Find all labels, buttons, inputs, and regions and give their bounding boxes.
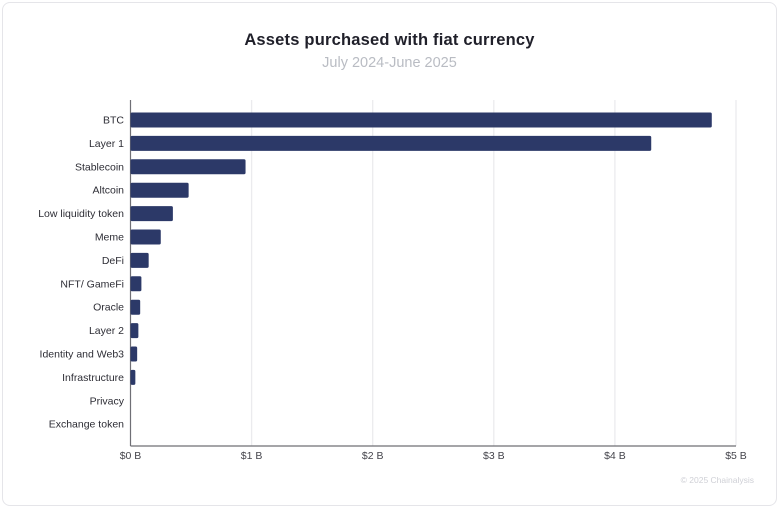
category-label-btc: BTC	[103, 115, 124, 127]
x-tick-label: $0 B	[120, 450, 142, 462]
chart-title: Assets purchased with fiat currency	[244, 31, 535, 49]
chart-subtitle: July 2024-June 2025	[322, 55, 457, 71]
bar-nft-gamefi	[130, 276, 142, 292]
bar-stablecoin	[130, 159, 246, 175]
bar-low-liquidity-token	[130, 206, 173, 222]
bar-layer-1	[130, 135, 652, 151]
x-tick-label: $1 B	[241, 450, 263, 462]
bar-oracle	[130, 299, 141, 315]
x-tick-label: $2 B	[362, 450, 384, 462]
bar-defi	[130, 252, 149, 268]
bar-layer-2	[130, 323, 139, 339]
bar-altcoin	[130, 182, 189, 198]
attribution-label: © 2025 Chainalysis	[680, 475, 754, 485]
bar-identity-and-web3	[130, 346, 138, 362]
category-label-privacy: Privacy	[90, 395, 125, 407]
category-label-layer-2: Layer 2	[89, 325, 124, 337]
category-label-oracle: Oracle	[93, 302, 124, 314]
x-tick-label: $5 B	[725, 450, 747, 462]
category-label-nft-gamefi: NFT/ GameFi	[60, 278, 124, 290]
category-label-identity-and-web3: Identity and Web3	[40, 349, 125, 361]
bar-btc	[130, 112, 712, 128]
category-label-layer-1: Layer 1	[89, 138, 124, 150]
bar-chart-svg: BTC Layer 1 Stablecoin Altcoin Low liquidity…	[38, 100, 747, 462]
category-label-meme: Meme	[95, 232, 124, 244]
category-label-exchange-token: Exchange token	[49, 419, 124, 431]
category-label-altcoin: Altcoin	[92, 185, 124, 197]
category-label-infrastructure: Infrastructure	[62, 372, 124, 384]
bar-infrastructure	[130, 369, 136, 385]
bar-meme	[130, 229, 161, 245]
category-label-low-liquidity-token: Low liquidity token	[38, 208, 124, 220]
category-label-defi: DeFi	[102, 255, 124, 267]
x-tick-label: $4 B	[604, 450, 626, 462]
category-label-stablecoin: Stablecoin	[75, 161, 124, 173]
x-tick-label: $3 B	[483, 450, 505, 462]
